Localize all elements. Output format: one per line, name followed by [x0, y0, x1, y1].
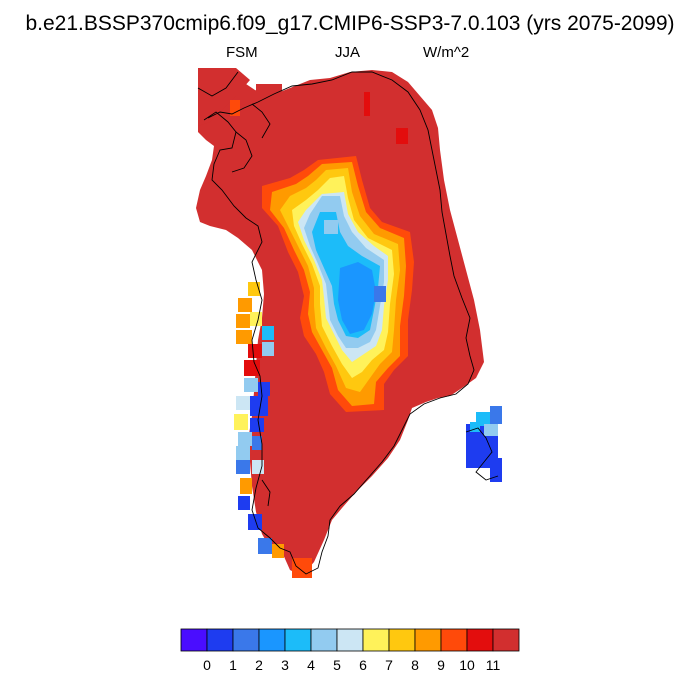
subtitle-right: W/m^2 [423, 44, 470, 61]
colorbar-swatch [258, 628, 286, 652]
colorbar-swatch [206, 628, 234, 652]
colorbar-swatch [284, 628, 312, 652]
colorbar-tick-label: 11 [486, 657, 501, 673]
east-fragment [466, 406, 502, 482]
subtitle-left: FSM [226, 44, 258, 61]
colorbar-swatch [336, 628, 364, 652]
subtitle-center: JJA [335, 44, 361, 61]
colorbar-swatch [466, 628, 494, 652]
colorbar-swatch [414, 628, 442, 652]
colorbar-tick-label: 3 [281, 657, 289, 673]
colorbar-tick-label: 9 [437, 657, 445, 673]
greenland-map [196, 68, 502, 578]
colorbar-swatch [310, 628, 338, 652]
colorbar-swatch [232, 628, 260, 652]
colorbar-swatch [362, 628, 390, 652]
coastline [197, 71, 499, 575]
plot-title: b.e21.BSSP370cmip6.f09_g17.CMIP6-SSP3-7.… [25, 12, 675, 35]
colorbar-tick-label: 8 [411, 657, 419, 673]
field-nw-strip [256, 84, 282, 98]
sw-coast-cells [230, 92, 408, 578]
colorbar-tick-label: 10 [459, 657, 475, 673]
field-nw-fragment [198, 68, 250, 126]
colorbar-tick-label: 1 [229, 657, 237, 673]
colorbar-swatch [180, 628, 208, 652]
colorbar-swatch [440, 628, 468, 652]
colorbar-tick-label: 6 [359, 657, 367, 673]
colorbar-swatch [492, 628, 520, 652]
colorbar-tick-label: 7 [385, 657, 393, 673]
colorbar-tick-label: 0 [203, 657, 211, 673]
colorbar-swatch [388, 628, 416, 652]
colorbar-tick-label: 2 [255, 657, 263, 673]
colorbar-tick-label: 4 [307, 657, 315, 673]
interior-field [262, 156, 414, 412]
colorbar-tick-label: 5 [333, 657, 341, 673]
